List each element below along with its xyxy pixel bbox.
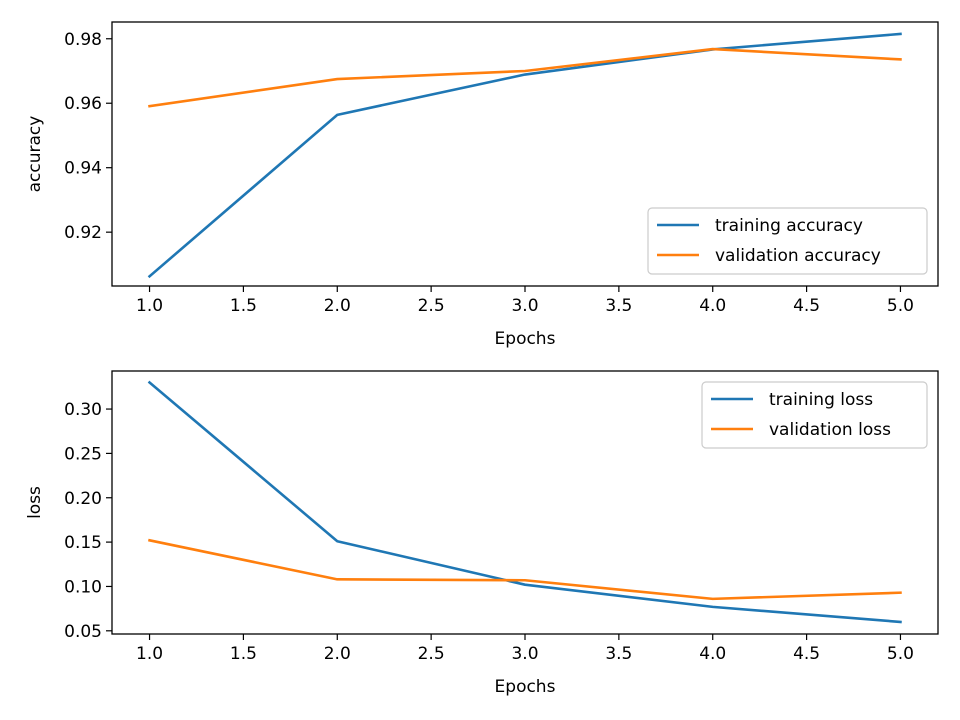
x-tick-label: 4.0 [699, 644, 726, 664]
x-tick-label: 1.0 [136, 296, 163, 316]
x-tick-label: 3.0 [511, 296, 538, 316]
x-tick-label: 2.0 [324, 296, 351, 316]
chart-panel-2: 1.0 1.5 2.0 2.5 3.0 3.5 4.0 4.5 5.0 0.05 0.10 0.15 0… [25, 370, 939, 697]
y-tick-label: 0.94 [64, 159, 102, 179]
series-line-2 [148, 47, 902, 108]
y-tick-label: 0.20 [64, 489, 102, 509]
y-tick-label: 0.05 [64, 622, 102, 642]
legend-label-2: validation accuracy [715, 246, 881, 266]
x-tick-label: 1.5 [230, 296, 257, 316]
y-tick-label: 0.10 [64, 577, 102, 597]
x-axis-label: Epochs [495, 329, 556, 349]
x-tick-label: 2.5 [418, 296, 445, 316]
legend-label-1: training loss [769, 390, 873, 410]
legend-box [647, 207, 928, 275]
y-axis-label: accuracy [25, 116, 45, 193]
x-tick-label: 3.0 [511, 644, 538, 664]
series-line-2 [148, 538, 902, 601]
y-tick-label: 0.96 [64, 94, 102, 114]
legend-label-1: training accuracy [715, 216, 863, 236]
x-tick-label: 4.5 [793, 296, 820, 316]
x-tick-label: 1.0 [136, 644, 163, 664]
y-tick-label: 0.25 [64, 444, 102, 464]
legend: training loss validation loss [701, 381, 928, 449]
legend-box [701, 381, 928, 449]
y-tick-label: 0.98 [64, 30, 102, 50]
series-line-1 [147, 380, 902, 624]
x-tick-label: 4.0 [699, 296, 726, 316]
x-tick-label: 1.5 [230, 644, 257, 664]
x-tick-label: 3.5 [605, 644, 632, 664]
y-axis-label: loss [25, 486, 45, 519]
y-tick-label: 0.92 [64, 223, 102, 243]
x-tick-label: 4.5 [793, 644, 820, 664]
y-tick-label: 0.30 [64, 400, 102, 420]
x-tick-label: 3.5 [605, 296, 632, 316]
series-line-1 [147, 32, 902, 279]
x-axis-label: Epochs [495, 677, 556, 697]
x-tick-label: 2.0 [324, 644, 351, 664]
y-tick-label: 0.15 [64, 533, 102, 553]
x-tick-label: 5.0 [887, 644, 914, 664]
chart-panel-1: 1.0 1.5 2.0 2.5 3.0 3.5 4.0 4.5 5.0 0.92 0.94 0.96 0… [25, 21, 939, 349]
legend: training accuracy validation accuracy [647, 207, 928, 275]
x-tick-label: 5.0 [887, 296, 914, 316]
x-tick-label: 2.5 [418, 644, 445, 664]
legend-label-2: validation loss [769, 420, 891, 440]
